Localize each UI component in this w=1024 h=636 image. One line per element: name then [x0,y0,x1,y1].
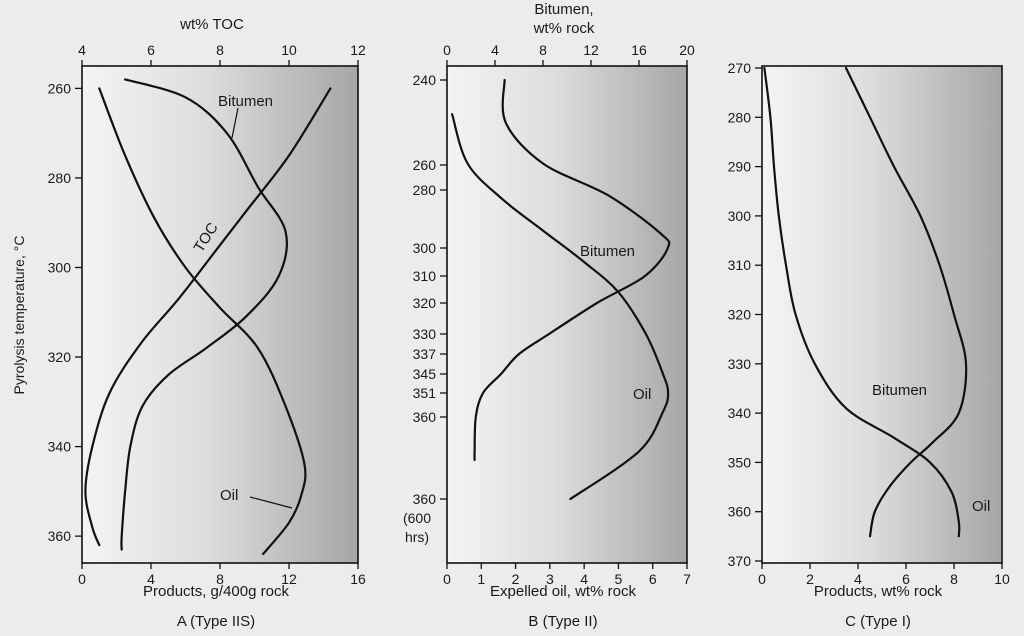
y-tick-label: 340 [728,405,752,421]
top-tick-label: 0 [443,42,451,58]
top-tick-label: 12 [350,42,366,58]
x-tick-label: 0 [758,571,766,587]
x-tick-label: 16 [350,571,366,587]
panel-b: 240260280300310320330337345351360360(600… [403,1,695,630]
y-tick-label: 270 [728,60,752,76]
y-tick-label: 320 [48,349,72,365]
y-tick-label: 370 [728,553,752,569]
top-tick-label: 6 [147,42,155,58]
top-axis-label: wt% rock [533,20,595,37]
y-tick-label: 330 [728,356,752,372]
series-bitumen-line [120,78,288,551]
y-tick-label: 260 [48,80,72,96]
y-tick-label: 280 [728,109,752,125]
y-tick-label: 260 [413,157,437,173]
leader-line [231,107,239,139]
y-tick-note: (600 [403,510,431,526]
x-tick-label: 8 [216,571,224,587]
y-tick-label: 360 [48,528,72,544]
curve-label-oil: Oil [972,498,990,515]
y-tick-label: 350 [728,454,752,470]
series-bitumen-line [473,78,671,462]
top-tick-label: 12 [583,42,599,58]
x-tick-label: 4 [854,571,862,587]
top-tick-label: 20 [679,42,695,58]
curve-label-oil: Oil [220,487,238,504]
plot-area [762,66,1002,563]
x-tick-label: 0 [78,571,86,587]
x-tick-label: 7 [683,571,691,587]
curve-label-oil: Oil [633,386,651,403]
y-tick-label: 340 [48,439,72,455]
y-tick-label: 240 [413,72,437,88]
top-tick-label: 4 [491,42,499,58]
curve-label-bitumen: Bitumen [872,382,927,399]
x-tick-label: 1 [477,571,485,587]
panel-caption: A (Type IIS) [177,613,255,630]
y-tick-label: 310 [728,257,752,273]
y-tick-label: 300 [728,208,752,224]
x-tick-label: 4 [147,571,155,587]
y-tick-label: 360 [413,409,437,425]
top-axis-label: Bitumen, [534,1,593,18]
y-tick-label: 351 [413,385,437,401]
y-tick-label: 300 [413,240,437,256]
panel-a: 260 280 300 320 340 360 0 4 8 12 16 4 6 8 10 12 wt% TOC P… [11,16,366,630]
top-tick-label: 4 [78,42,86,58]
y-tick-label: 300 [48,259,72,275]
x-tick-label: 2 [806,571,814,587]
x-tick-label: 6 [902,571,910,587]
top-tick-label: 10 [281,42,297,58]
panel-caption: C (Type I) [845,613,911,630]
series-oil-line [763,66,961,538]
x-tick-label: 4 [580,571,588,587]
series-oil-line [451,113,670,501]
x-tick-label: 2 [512,571,520,587]
x-tick-label: 12 [281,571,297,587]
y-tick-label: 330 [413,326,437,342]
x-tick-label: 3 [546,571,554,587]
y-tick-label: 360 [728,504,752,520]
x-tick-label: 6 [649,571,657,587]
top-tick-label: 8 [216,42,224,58]
y-tick-label: 290 [728,159,752,175]
leader-line [249,496,293,509]
curve-label-bitumen: Bitumen [218,93,273,110]
bottom-axis-label: Products, g/400g rock [143,583,289,600]
x-tick-label: 5 [615,571,623,587]
y-axis-label: Pyrolysis temperature, °C [11,236,27,395]
top-axis-label: wt% TOC [179,16,244,33]
plot-area [447,66,687,563]
plot-area [82,66,358,563]
bottom-axis-label: Products, wt% rock [814,583,943,600]
bottom-axis-label: Expelled oil, wt% rock [490,583,636,600]
y-tick-note: hrs) [405,529,429,545]
top-tick-label: 8 [539,42,547,58]
y-tick-label: 280 [413,182,437,198]
y-tick-label: 360 [413,491,437,507]
y-tick-label: 320 [728,307,752,323]
series-bitumen-line [844,66,968,538]
y-tick-label: 345 [413,366,437,382]
y-tick-label: 337 [413,346,437,362]
curve-label-bitumen: Bitumen [580,243,635,260]
y-tick-label: 310 [413,268,437,284]
y-tick-label: 280 [48,170,72,186]
panel-c: 270 280 290 300 310 320 330 340 350 360 370 0 2 4 6 8 10… [728,60,1010,630]
series-toc-line [84,87,332,547]
panel-caption: B (Type II) [528,613,597,630]
plot-frame [446,65,688,564]
series-oil-line [98,87,307,556]
x-tick-label: 8 [950,571,958,587]
x-tick-label: 0 [443,571,451,587]
y-tick-label: 320 [413,295,437,311]
top-tick-label: 16 [631,42,647,58]
x-tick-label: 10 [994,571,1010,587]
